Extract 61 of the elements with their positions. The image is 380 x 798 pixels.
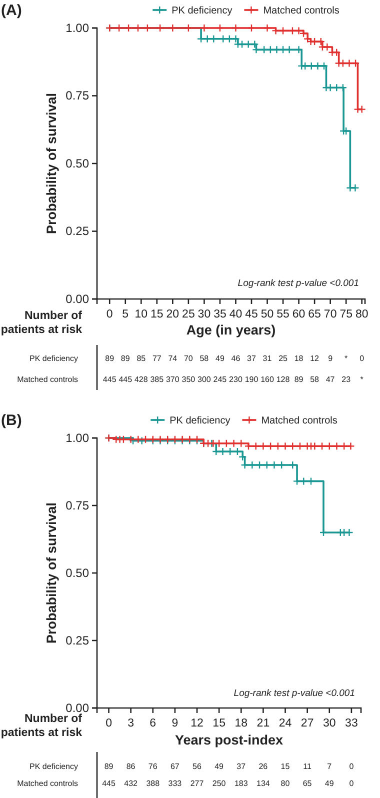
y-tick-label: 0.75	[66, 498, 90, 512]
y-tick-label: 0.25	[66, 224, 90, 238]
y-tick-label: 0.50	[66, 156, 90, 170]
x-tick-label: 33	[345, 717, 358, 730]
x-tick-label: 0	[106, 308, 113, 320]
x-tick-label: 50	[260, 308, 274, 320]
x-tick-label: 3	[128, 717, 134, 730]
y-tick-label: 0.00	[66, 292, 90, 306]
legend-label: PK deficiency	[172, 6, 232, 16]
text: 89 86 76 67 56 49 37 26 15 11 7 0	[104, 762, 354, 771]
text: Number of patients at risk	[0, 310, 83, 336]
x-tick-label: 21	[256, 717, 270, 730]
x-tick-label: 55	[276, 308, 290, 320]
text: 89 89 85 77 74 70 58 49 46 37 31 25 18 12 9 * 0	[105, 354, 364, 363]
x-tick-label: 5	[122, 308, 129, 320]
text: PK deficiency	[30, 354, 78, 363]
x-tick-label: 30	[198, 308, 211, 320]
x-tick-label: 40	[229, 308, 242, 320]
x-tick-label: 27	[300, 717, 314, 730]
x-tick-label: 70	[324, 308, 337, 320]
x-tick-label: 15	[150, 308, 164, 320]
text: PK deficiency	[30, 762, 78, 771]
x-axis-title: Years post-index	[174, 732, 284, 748]
x-tick-label: 6	[150, 717, 156, 730]
x-tick-label: 45	[245, 308, 258, 320]
x-tick-label: 25	[182, 308, 195, 320]
y-tick-label: 0.25	[66, 633, 90, 648]
text: Matched controls	[17, 779, 78, 788]
annotation: Log-rank test p-value <0.001	[234, 688, 355, 699]
text: Number of patients at risk	[0, 713, 83, 739]
x-tick-label: 75	[340, 308, 352, 320]
x-tick-label: 30	[322, 717, 336, 730]
y-axis-title: Probability of survival	[44, 92, 59, 234]
x-tick-label: 15	[212, 717, 226, 730]
y-tick-label: 1.00	[66, 20, 90, 35]
legend-label: Matched controls	[261, 416, 338, 426]
x-tick-label: 10	[134, 308, 148, 320]
text: (B)	[1, 412, 22, 429]
x-tick-label: 60	[292, 308, 306, 320]
x-tick-label: 24	[278, 717, 292, 730]
annotation: Log-rank test p-value <0.001	[238, 278, 359, 289]
x-tick-label: 18	[234, 717, 248, 730]
x-tick-label: 65	[308, 308, 321, 320]
x-axis-title: Age (in years)	[186, 322, 276, 338]
y-tick-label: 1.00	[66, 430, 90, 445]
y-tick-label: 0.50	[66, 566, 90, 580]
x-tick-label: 0	[106, 717, 112, 730]
x-tick-label: 35	[214, 308, 226, 320]
text: 445 432 388 333 277 250 183 134 80 65 49 0	[102, 779, 354, 788]
legend-label: Matched controls	[263, 6, 340, 16]
legend-label: PK deficiency	[170, 416, 230, 426]
text: Matched controls	[17, 375, 78, 384]
y-axis-title: Probability of survival	[44, 502, 59, 644]
x-tick-label: 80	[355, 308, 368, 320]
y-tick-label: 0.00	[66, 700, 90, 715]
x-tick-label: 9	[172, 717, 178, 730]
x-tick-label: 12	[190, 717, 204, 730]
text: 445 445 428 385 370 350 300 245 230 190 160 128 89 58 47 23 *	[102, 375, 364, 384]
y-tick-label: 0.75	[66, 88, 90, 103]
x-tick-label: 20	[166, 308, 180, 320]
text: (A)	[1, 2, 22, 19]
